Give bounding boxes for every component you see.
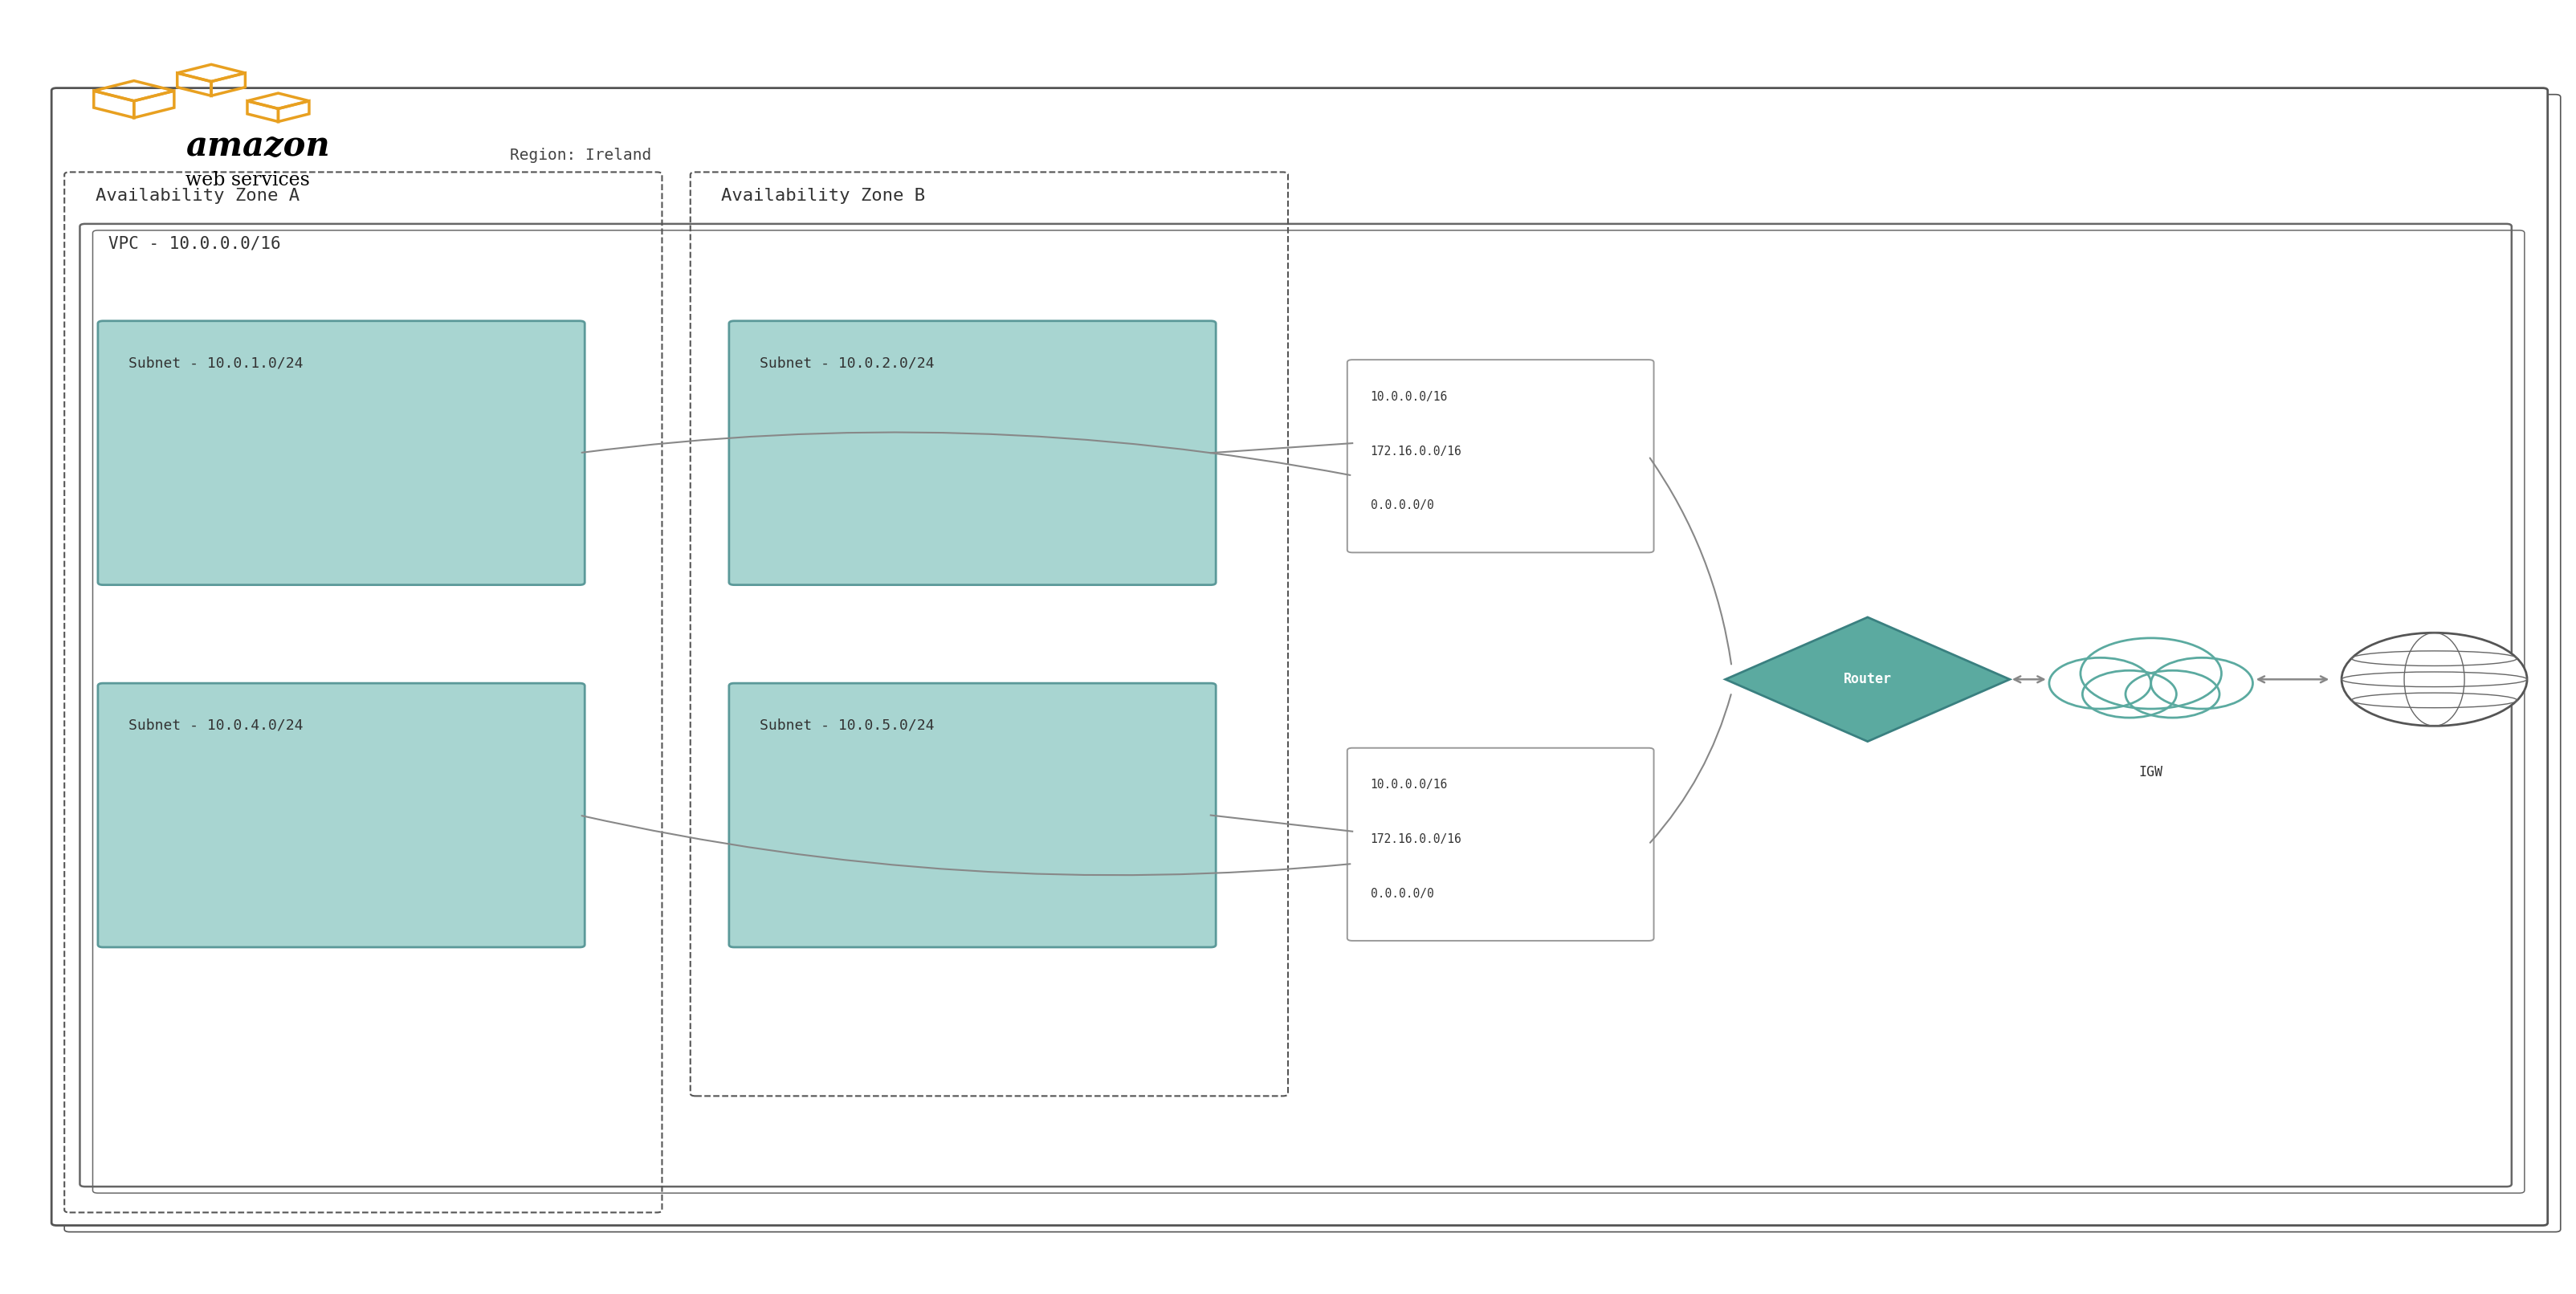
Text: 172.16.0.0/16: 172.16.0.0/16: [1370, 445, 1461, 457]
Text: 172.16.0.0/16: 172.16.0.0/16: [1370, 833, 1461, 845]
FancyBboxPatch shape: [729, 321, 1216, 585]
FancyBboxPatch shape: [98, 683, 585, 947]
Text: IGW: IGW: [2138, 765, 2164, 779]
FancyBboxPatch shape: [1347, 360, 1654, 553]
Circle shape: [2151, 657, 2254, 709]
Text: Router: Router: [1844, 672, 1891, 687]
Text: amazon: amazon: [185, 129, 330, 163]
Text: 0.0.0.0/0: 0.0.0.0/0: [1370, 499, 1435, 511]
FancyBboxPatch shape: [1347, 748, 1654, 941]
Text: 0.0.0.0/0: 0.0.0.0/0: [1370, 888, 1435, 899]
Circle shape: [2342, 633, 2527, 726]
Text: 10.0.0.0/16: 10.0.0.0/16: [1370, 391, 1448, 402]
Text: Availability Zone A: Availability Zone A: [95, 188, 299, 203]
Text: Subnet - 10.0.2.0/24: Subnet - 10.0.2.0/24: [760, 356, 935, 370]
Text: Availability Zone B: Availability Zone B: [721, 188, 925, 203]
Text: Subnet - 10.0.4.0/24: Subnet - 10.0.4.0/24: [129, 718, 304, 732]
FancyBboxPatch shape: [52, 88, 2548, 1225]
Text: Region: Ireland: Region: Ireland: [510, 148, 652, 163]
Text: 10.0.0.0/16: 10.0.0.0/16: [1370, 779, 1448, 791]
Polygon shape: [1726, 617, 2009, 741]
Text: Subnet - 10.0.1.0/24: Subnet - 10.0.1.0/24: [129, 356, 304, 370]
Text: web services: web services: [185, 171, 309, 189]
Circle shape: [2048, 657, 2151, 709]
Text: Subnet - 10.0.5.0/24: Subnet - 10.0.5.0/24: [760, 718, 935, 732]
Text: VPC - 10.0.0.0/16: VPC - 10.0.0.0/16: [108, 236, 281, 251]
Circle shape: [2081, 670, 2177, 718]
Circle shape: [2081, 638, 2221, 709]
Circle shape: [2125, 670, 2221, 718]
FancyBboxPatch shape: [98, 321, 585, 585]
FancyBboxPatch shape: [729, 683, 1216, 947]
